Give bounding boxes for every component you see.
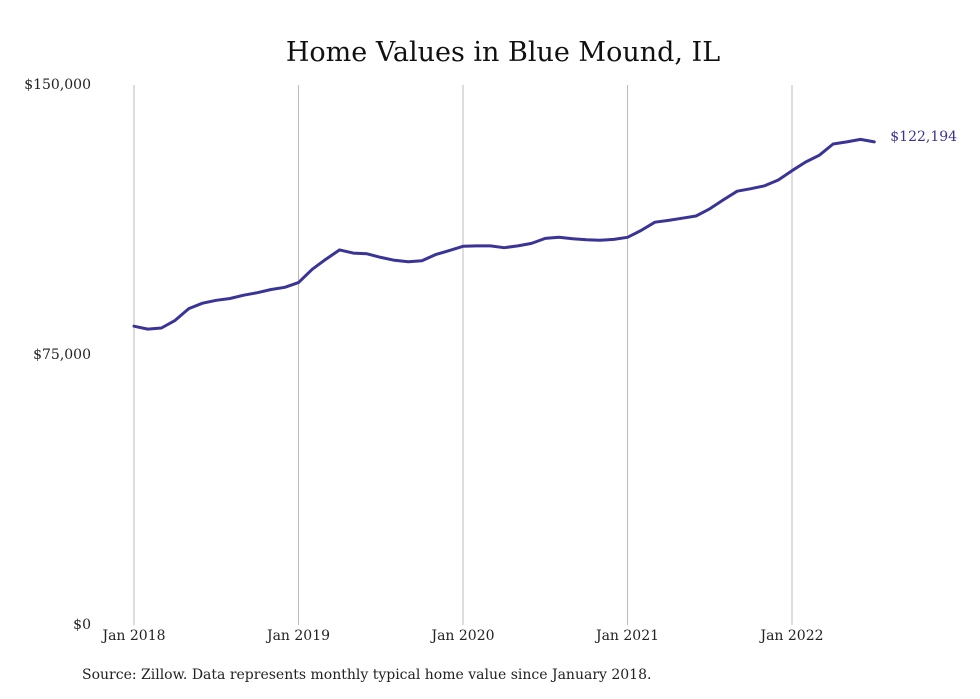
end-value-label: $122,194	[890, 129, 957, 145]
x-tick-label: Jan 2022	[758, 628, 823, 644]
y-axis-ticks: $0 $75,000 $150,000	[24, 77, 91, 633]
x-tick-label: Jan 2021	[594, 628, 659, 644]
y-tick-label: $0	[73, 617, 91, 633]
series-line	[132, 137, 876, 331]
y-tick-label: $75,000	[33, 347, 91, 363]
x-tick-label: Jan 2018	[100, 628, 165, 644]
gridlines	[133, 85, 793, 625]
x-tick-label: Jan 2019	[265, 628, 330, 644]
y-tick-label: $150,000	[24, 77, 91, 93]
x-axis-ticks: Jan 2018 Jan 2019 Jan 2020 Jan 2021 Jan 2022	[100, 628, 823, 644]
chart-title: Home Values in Blue Mound, IL	[286, 37, 720, 68]
source-note: Source: Zillow. Data represents monthly …	[82, 667, 652, 683]
x-tick-label: Jan 2020	[429, 628, 494, 644]
series-group	[132, 137, 876, 331]
